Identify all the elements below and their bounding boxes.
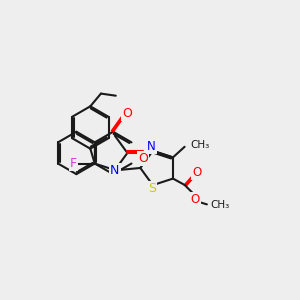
Text: N: N — [147, 140, 156, 154]
Text: N: N — [110, 164, 120, 177]
Text: O: O — [138, 152, 148, 165]
Text: O: O — [190, 193, 200, 206]
Text: CH₃: CH₃ — [190, 140, 209, 150]
Text: F: F — [70, 157, 77, 170]
Text: CH₃: CH₃ — [210, 200, 229, 210]
Text: S: S — [148, 182, 156, 195]
Text: O: O — [110, 169, 119, 179]
Text: O: O — [122, 107, 132, 121]
Text: O: O — [192, 166, 202, 179]
